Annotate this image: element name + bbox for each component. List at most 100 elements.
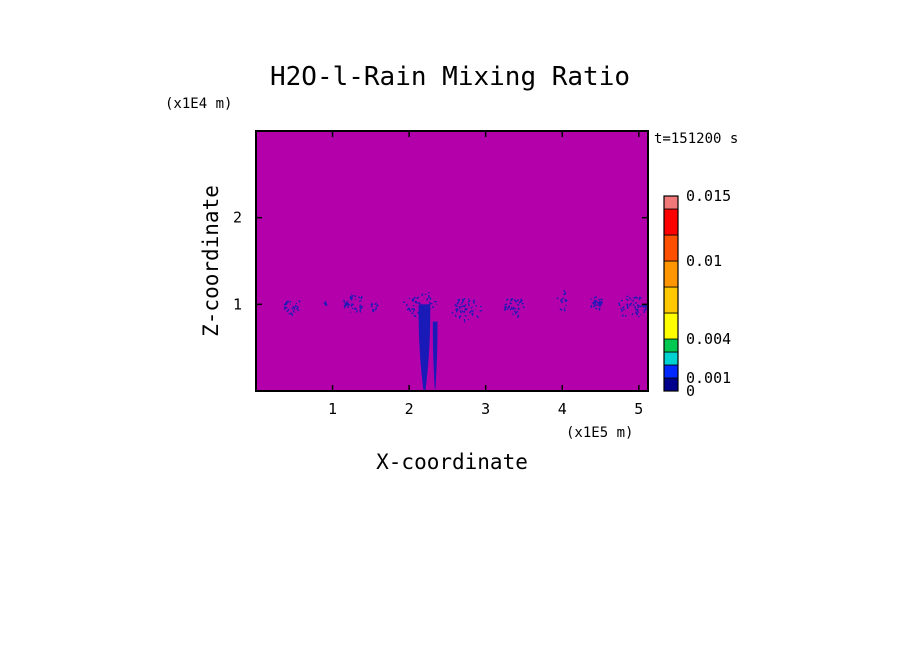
cloud-streak	[470, 306, 473, 309]
colorbar-segment	[663, 286, 679, 314]
cloud-streak	[509, 306, 513, 311]
colorbar-tick-label: 0.001	[686, 369, 731, 387]
cloud-streak	[346, 303, 349, 306]
colorbar-segment	[663, 260, 679, 288]
plot-area	[255, 130, 649, 392]
cloud-streak	[298, 300, 301, 303]
cloud-streak	[374, 306, 378, 311]
cloud-streak	[351, 297, 353, 300]
cloud-streak	[371, 308, 375, 313]
cloud-streak	[507, 305, 511, 309]
cloud-streak	[643, 310, 646, 314]
cloud-streak	[515, 310, 519, 314]
cloud-streak	[598, 298, 601, 301]
cloud-streak	[431, 305, 435, 309]
cloud-streak	[636, 304, 640, 307]
cloud-streak	[590, 304, 593, 308]
cloud-streak	[296, 305, 299, 309]
cloud-streak	[426, 297, 429, 301]
colorbar-segment	[663, 195, 679, 210]
cloud-streak	[474, 304, 478, 307]
cloud-streak	[460, 311, 462, 314]
colorbar-segment	[663, 234, 679, 262]
cloud-streak	[456, 301, 460, 305]
cloud-field	[283, 289, 649, 391]
cloud-streak	[506, 308, 509, 311]
cloud-patch	[618, 295, 649, 318]
plot-frame	[255, 130, 649, 392]
cloud-streak	[351, 307, 354, 310]
cloud-streak	[504, 303, 508, 306]
cloud-streak	[618, 302, 621, 307]
chart-title: H2O-l-Rain Mixing Ratio	[270, 62, 630, 92]
cloud-streak	[408, 307, 411, 310]
cloud-streak	[514, 307, 517, 310]
cloud-streak	[454, 314, 457, 318]
cloud-streak	[512, 306, 515, 311]
cloud-streak	[631, 313, 634, 316]
cloud-streak	[465, 308, 469, 311]
cloud-streak	[628, 302, 633, 307]
cloud-streak	[593, 302, 597, 306]
cloud-streak	[463, 304, 467, 308]
cloud-streak	[285, 302, 288, 306]
cloud-patch	[283, 300, 301, 317]
x-tick-label: 3	[481, 400, 490, 418]
x-axis-title: X-coordinate	[376, 450, 528, 474]
cloud-streak	[595, 307, 598, 310]
cloud-streak	[476, 315, 479, 319]
cloud-streak	[516, 299, 520, 302]
cloud-streak	[283, 306, 286, 308]
colorbar-tick-label: 0.015	[686, 187, 731, 205]
cloud-streak	[415, 301, 418, 304]
cloud-streak	[471, 310, 475, 313]
colorbar-tick-label: 0.004	[686, 330, 731, 348]
cloud-streak	[354, 308, 357, 311]
cloud-streak	[635, 311, 639, 316]
cloud-streak	[504, 306, 507, 309]
cloud-streak	[634, 302, 637, 304]
cloud-streak	[639, 296, 642, 299]
cloud-streak	[348, 303, 351, 306]
cloud-streak	[625, 298, 629, 301]
cloud-streak	[637, 306, 640, 309]
cloud-streak	[355, 298, 357, 300]
cloud-streak	[513, 298, 517, 303]
cloud-streak	[600, 301, 603, 304]
cloud-streak	[633, 296, 637, 300]
x-unit-label: (x1E5 m)	[566, 425, 633, 441]
x-tick-label: 5	[634, 400, 643, 418]
cloud-streak	[358, 300, 362, 302]
cloud-streak	[411, 312, 414, 315]
cloud-streak	[411, 307, 414, 310]
y-tick-label: 1	[233, 295, 242, 313]
cloud-streak	[469, 309, 473, 313]
cloud-streak	[637, 315, 640, 318]
cloud-streak	[354, 295, 357, 297]
cloud-streak	[413, 314, 417, 318]
x-tick-label: 1	[328, 400, 337, 418]
cloud-streak	[456, 307, 459, 311]
cloud-streak	[427, 291, 430, 294]
cloud-streak	[413, 296, 416, 299]
rain-shaft	[432, 321, 438, 390]
cloud-streak	[564, 299, 568, 302]
cloud-streak	[563, 293, 566, 296]
cloud-patch	[503, 298, 525, 319]
cloud-streak	[421, 293, 424, 297]
colorbar-tick-label: 0.01	[686, 252, 722, 270]
cloud-streak	[359, 307, 363, 310]
cloud-streak	[598, 300, 602, 303]
cloud-streak	[360, 305, 364, 308]
cloud-streak	[628, 296, 631, 300]
cloud-streak	[473, 301, 476, 304]
cloud-streak	[463, 318, 466, 323]
cloud-streak	[428, 301, 432, 305]
cloud-streak	[517, 303, 520, 306]
cloud-streak	[563, 309, 566, 312]
cloud-streak	[283, 306, 287, 310]
colorbar-segment	[663, 312, 679, 340]
cloud-streak	[508, 306, 511, 309]
cloud-streak	[621, 314, 624, 317]
y-tick-label: 2	[233, 209, 242, 227]
